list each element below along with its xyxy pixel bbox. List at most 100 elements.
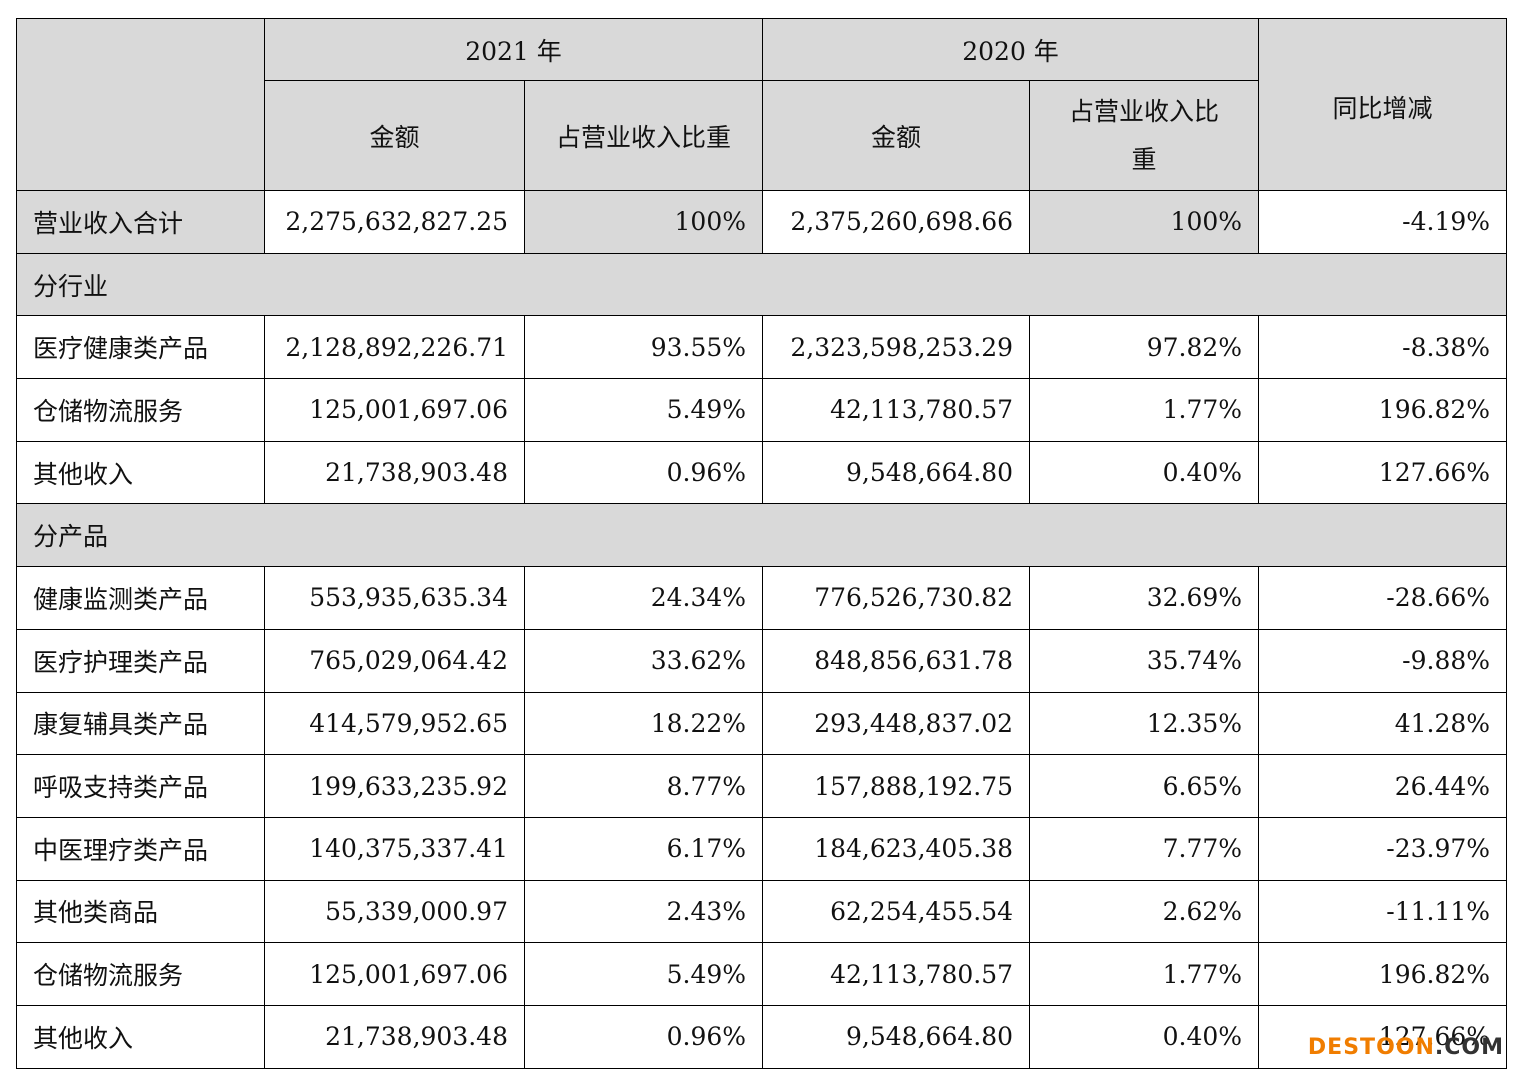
value-cell: 0.40% — [1029, 1004, 1260, 1069]
value-cell: 127.66% — [1258, 440, 1508, 505]
row-label: 健康监测类产品 — [16, 566, 265, 630]
row-label: 康复辅具类产品 — [16, 691, 265, 756]
watermark-suffix: .COM — [1434, 1035, 1504, 1060]
row-label: 呼吸支持类产品 — [16, 754, 265, 818]
value-cell: 41.28% — [1258, 691, 1508, 756]
value-cell: 0.96% — [523, 1004, 764, 1069]
value-cell: 196.82% — [1258, 378, 1508, 442]
value-cell: 21,738,903.48 — [264, 440, 525, 505]
value-cell: 776,526,730.82 — [762, 566, 1031, 630]
data-row: 医疗健康类产品 2,128,892,226.71 93.55% 2,323,598,2… — [16, 315, 1508, 380]
value-cell: 21,738,903.48 — [264, 1004, 525, 1069]
value-cell: 7.77% — [1029, 816, 1260, 881]
section-label: 分产品 — [15, 503, 1508, 568]
data-row: 其他类商品 55,339,000.97 2.43% 62,254,455.54 2.62… — [16, 879, 1508, 944]
data-row: 营业收入合计 2,275,632,827.25 100% 2,375,260,698.… — [16, 190, 1508, 254]
header-cell: 2021 年 — [263, 18, 764, 81]
value-cell: 0.96% — [523, 440, 764, 505]
value-cell: 199,633,235.92 — [264, 754, 525, 818]
header-cell: 金额 — [264, 80, 525, 191]
value-cell: 2,375,260,698.66 — [762, 190, 1031, 254]
data-row: 呼吸支持类产品 199,633,235.92 8.77% 157,888,192.75… — [16, 754, 1508, 818]
value-cell: -28.66% — [1258, 566, 1508, 630]
value-cell: 2,275,632,827.25 — [264, 190, 525, 254]
value-cell: 33.62% — [523, 628, 764, 693]
value-cell: 2.43% — [523, 879, 764, 944]
value-cell: 848,856,631.78 — [762, 628, 1031, 693]
value-cell: 62,254,455.54 — [762, 879, 1031, 944]
value-cell: 157,888,192.75 — [762, 754, 1031, 818]
row-label: 中医理疗类产品 — [16, 816, 265, 881]
row-label: 医疗护理类产品 — [16, 628, 265, 693]
value-cell: 100% — [1029, 190, 1260, 254]
header-cell: 2020 年 — [762, 18, 1260, 81]
data-row: 康复辅具类产品 414,579,952.65 18.22% 293,448,837.0… — [16, 691, 1508, 756]
data-row: 中医理疗类产品 140,375,337.41 6.17% 184,623,405.38… — [16, 816, 1508, 881]
value-cell: 2,128,892,226.71 — [264, 315, 525, 380]
value-cell: 553,935,635.34 — [264, 566, 525, 630]
value-cell: 127.66% — [1258, 1004, 1508, 1069]
value-cell: 93.55% — [523, 315, 764, 380]
watermark: DESTOON.COM — [1308, 1035, 1504, 1060]
data-row: 仓储物流服务 125,001,697.06 5.49% 42,113,780.57 1.… — [16, 942, 1508, 1006]
value-cell: 6.65% — [1029, 754, 1260, 818]
value-cell: 2,323,598,253.29 — [762, 315, 1031, 380]
value-cell: 293,448,837.02 — [762, 691, 1031, 756]
row-label: 仓储物流服务 — [16, 942, 265, 1006]
value-cell: 26.44% — [1258, 754, 1508, 818]
value-cell: 32.69% — [1029, 566, 1260, 630]
value-cell: 9,548,664.80 — [762, 1004, 1031, 1069]
value-cell: 125,001,697.06 — [264, 942, 525, 1006]
value-cell: 0.40% — [1029, 440, 1260, 505]
value-cell: 8.77% — [523, 754, 764, 818]
row-label: 其他收入 — [16, 440, 265, 505]
data-row: 其他收入 21,738,903.48 0.96% 9,548,664.80 0.40% 1… — [16, 440, 1508, 505]
corner-cell — [16, 18, 265, 191]
value-cell: 18.22% — [523, 691, 764, 756]
value-cell: 6.17% — [523, 816, 764, 881]
header-cell: 同比增减 — [1258, 18, 1508, 191]
value-cell: -9.88% — [1258, 628, 1508, 693]
value-cell: 765,029,064.42 — [264, 628, 525, 693]
value-cell: 196.82% — [1258, 942, 1508, 1006]
value-cell: 5.49% — [523, 942, 764, 1006]
value-cell: 35.74% — [1029, 628, 1260, 693]
data-row: 健康监测类产品 553,935,635.34 24.34% 776,526,730.8… — [16, 566, 1508, 630]
value-cell: -23.97% — [1258, 816, 1508, 881]
value-cell: 5.49% — [523, 378, 764, 442]
value-cell: 12.35% — [1029, 691, 1260, 756]
value-cell: -8.38% — [1258, 315, 1508, 380]
revenue-table: 2021 年 2020 年 同比增减 金额 占营业收入比重 金额 占营业收入比重… — [15, 18, 1508, 1069]
value-cell: 9,548,664.80 — [762, 440, 1031, 505]
row-label: 其他收入 — [16, 1004, 265, 1069]
section-label: 分行业 — [15, 252, 1508, 317]
value-cell: 24.34% — [523, 566, 764, 630]
data-row: 仓储物流服务 125,001,697.06 5.49% 42,113,780.57 1.… — [16, 378, 1508, 442]
value-cell: 100% — [523, 190, 764, 254]
value-cell: 1.77% — [1029, 378, 1260, 442]
data-row: 医疗护理类产品 765,029,064.42 33.62% 848,856,631.7… — [16, 628, 1508, 693]
value-cell: 125,001,697.06 — [264, 378, 525, 442]
value-cell: 55,339,000.97 — [264, 879, 525, 944]
value-cell: 42,113,780.57 — [762, 378, 1031, 442]
section-row: 分行业 — [15, 252, 1508, 317]
watermark-brand: DESTOON — [1307, 1035, 1435, 1060]
row-label: 营业收入合计 — [16, 190, 265, 254]
row-label: 医疗健康类产品 — [16, 315, 265, 380]
row-label: 仓储物流服务 — [16, 378, 265, 442]
header-cell: 金额 — [762, 80, 1031, 191]
header-cell: 占营业收入比重 — [1029, 80, 1260, 191]
data-row: 其他收入 21,738,903.48 0.96% 9,548,664.80 0.40% 1… — [16, 1004, 1508, 1069]
value-cell: 414,579,952.65 — [264, 691, 525, 756]
value-cell: -4.19% — [1258, 190, 1508, 254]
value-cell: 42,113,780.57 — [762, 942, 1031, 1006]
value-cell: 184,623,405.38 — [762, 816, 1031, 881]
value-cell: 140,375,337.41 — [264, 816, 525, 881]
value-cell: -11.11% — [1258, 879, 1508, 944]
row-label: 其他类商品 — [16, 879, 265, 944]
section-row: 分产品 — [15, 503, 1508, 568]
value-cell: 97.82% — [1029, 315, 1260, 380]
header-cell: 占营业收入比重 — [523, 80, 764, 191]
value-cell: 2.62% — [1029, 879, 1260, 944]
